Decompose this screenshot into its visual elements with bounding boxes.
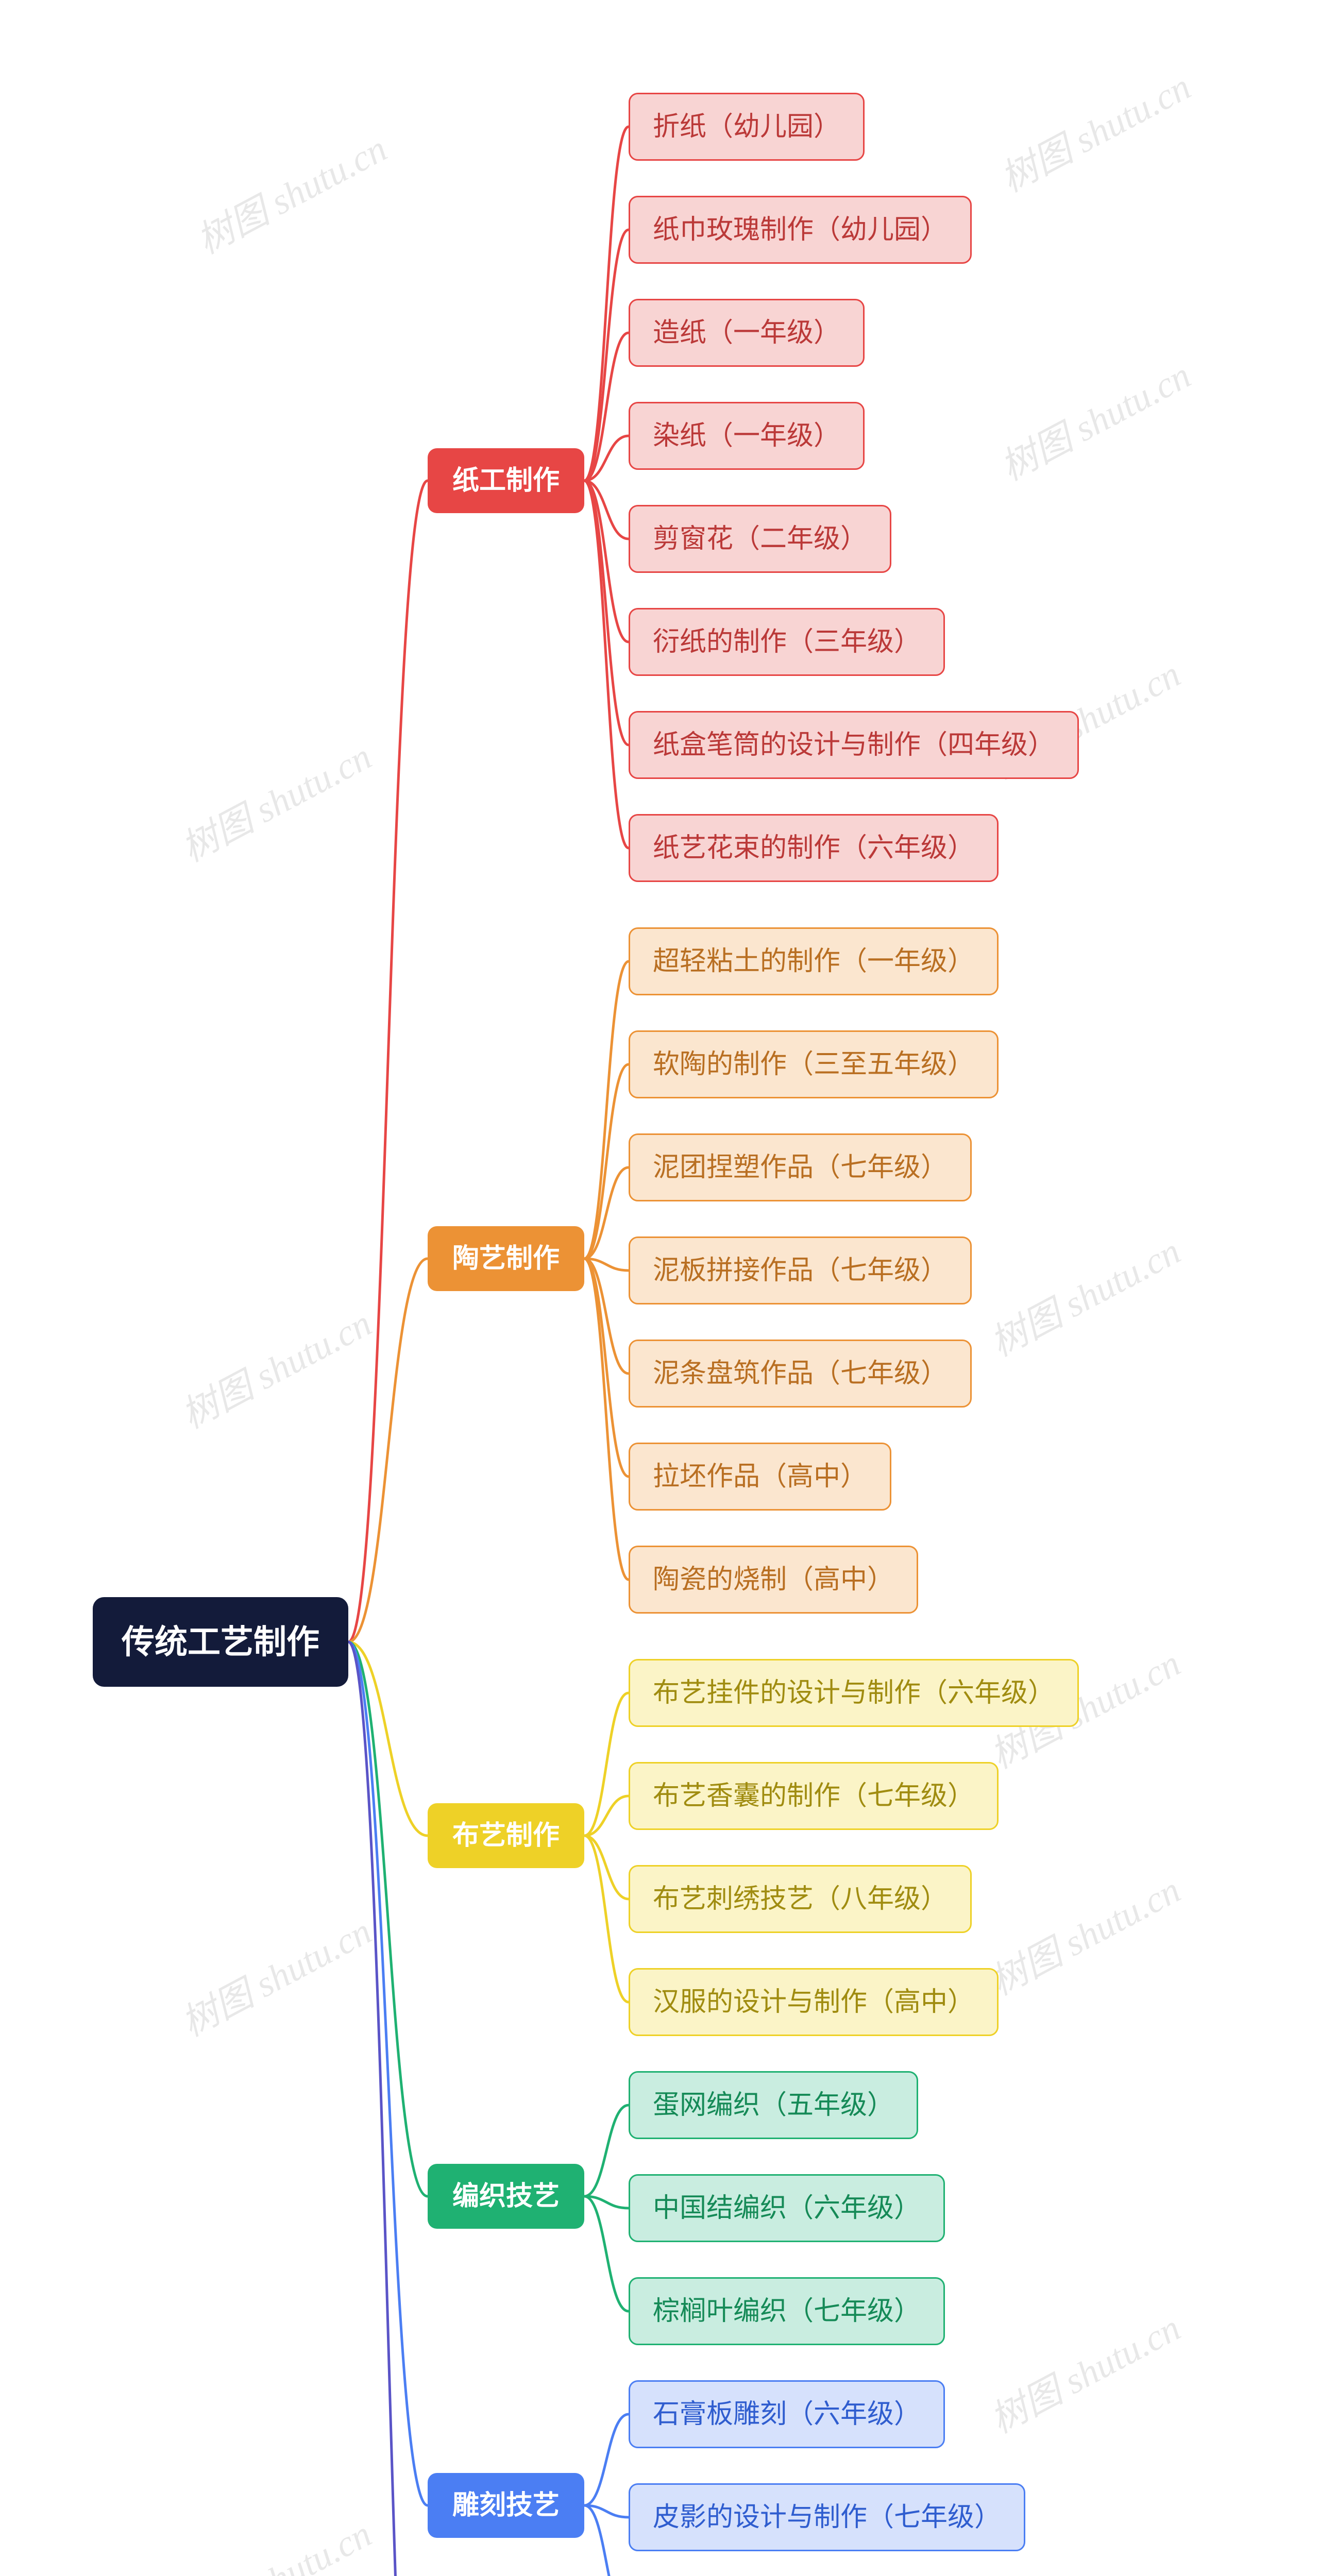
leaf-node-b1-0: 折纸（幼儿园） <box>629 93 865 161</box>
leaf-node-b3-2: 布艺刺绣技艺（八年级） <box>629 1865 972 1933</box>
branch-node-b4: 编织技艺 <box>428 2164 584 2229</box>
leaf-node-b2-2: 泥团捏塑作品（七年级） <box>629 1133 972 1201</box>
leaf-node-b3-1: 布艺香囊的制作（七年级） <box>629 1762 999 1830</box>
leaf-node-b1-6: 纸盒笔筒的设计与制作（四年级） <box>629 711 1079 779</box>
leaf-node-b2-5: 拉坯作品（高中） <box>629 1443 891 1511</box>
watermark: 树图 shutu.cn <box>170 726 379 872</box>
watermark: 树图 shutu.cn <box>170 2504 379 2576</box>
leaf-node-b2-0: 超轻粘土的制作（一年级） <box>629 927 999 995</box>
branch-node-b5: 雕刻技艺 <box>428 2473 584 2538</box>
watermark: 树图 shutu.cn <box>989 345 1198 490</box>
leaf-node-b1-5: 衍纸的制作（三年级） <box>629 608 945 676</box>
leaf-node-b4-0: 蛋网编织（五年级） <box>629 2071 918 2139</box>
leaf-node-b3-0: 布艺挂件的设计与制作（六年级） <box>629 1659 1079 1727</box>
watermark: 树图 shutu.cn <box>979 1860 1188 2005</box>
watermark: 树图 shutu.cn <box>979 2298 1188 2443</box>
branch-node-b3: 布艺制作 <box>428 1803 584 1868</box>
branch-node-b2: 陶艺制作 <box>428 1226 584 1291</box>
root-node: 传统工艺制作 <box>93 1597 348 1687</box>
leaf-node-b2-3: 泥板拼接作品（七年级） <box>629 1236 972 1304</box>
leaf-node-b4-2: 棕榈叶编织（七年级） <box>629 2277 945 2345</box>
watermark: 树图 shutu.cn <box>979 1221 1188 1366</box>
watermark: 树图 shutu.cn <box>989 57 1198 202</box>
leaf-node-b3-3: 汉服的设计与制作（高中） <box>629 1968 999 2036</box>
leaf-node-b4-1: 中国结编织（六年级） <box>629 2174 945 2242</box>
watermark: 树图 shutu.cn <box>170 1293 379 1438</box>
leaf-node-b1-7: 纸艺花束的制作（六年级） <box>629 814 999 882</box>
leaf-node-b1-4: 剪窗花（二年级） <box>629 505 891 573</box>
leaf-node-b2-6: 陶瓷的烧制（高中） <box>629 1546 918 1614</box>
leaf-node-b2-1: 软陶的制作（三至五年级） <box>629 1030 999 1098</box>
leaf-node-b1-3: 染纸（一年级） <box>629 402 865 470</box>
branch-node-b1: 纸工制作 <box>428 448 584 513</box>
leaf-node-b1-2: 造纸（一年级） <box>629 299 865 367</box>
watermark: 树图 shutu.cn <box>170 1901 379 2046</box>
leaf-node-b2-4: 泥条盘筑作品（七年级） <box>629 1340 972 1408</box>
leaf-node-b1-1: 纸巾玫瑰制作（幼儿园） <box>629 196 972 264</box>
watermark: 树图 shutu.cn <box>185 118 395 264</box>
leaf-node-b5-1: 皮影的设计与制作（七年级） <box>629 2483 1025 2551</box>
leaf-node-b5-0: 石膏板雕刻（六年级） <box>629 2380 945 2448</box>
